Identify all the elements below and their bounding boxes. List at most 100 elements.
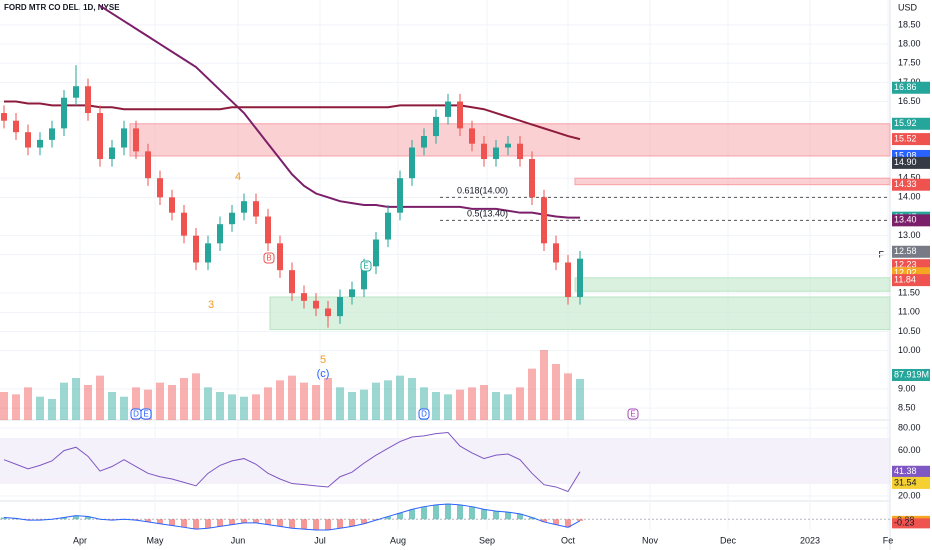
volume-bar	[120, 396, 128, 420]
macd-bar	[325, 519, 331, 530]
volume-bar	[96, 375, 104, 420]
macd-bar	[265, 519, 271, 525]
price-tag-label: 15.08	[894, 150, 917, 160]
macd-bar	[241, 519, 247, 523]
candle-body	[565, 262, 571, 297]
rsi-tag	[892, 465, 930, 478]
x-tick-label: Oct	[561, 535, 576, 545]
volume-bar	[444, 394, 452, 420]
macd-bar	[397, 512, 403, 520]
macd-bar	[553, 519, 559, 525]
candle-body	[289, 270, 295, 294]
volume-bar	[264, 387, 272, 420]
macd-bar	[541, 519, 547, 522]
volume-bar	[132, 387, 140, 420]
volume-bar	[480, 385, 488, 420]
y-tick-label: 14.00	[898, 192, 921, 202]
wave-label: 3	[208, 299, 214, 311]
macd-bar	[73, 515, 79, 520]
candle-body	[193, 235, 199, 263]
event-label: B	[266, 254, 271, 263]
y-tick-label: 9.00	[898, 383, 916, 393]
volume-bar	[336, 387, 344, 420]
macd-bar	[409, 509, 415, 520]
volume-bar	[324, 378, 332, 420]
y-tick-label: 17.50	[898, 58, 921, 68]
volume-bar	[552, 364, 560, 420]
macd-bar	[505, 512, 511, 520]
candle-body	[181, 212, 187, 236]
macd-bar	[457, 504, 463, 520]
price-tag	[892, 178, 930, 191]
candle-body	[49, 128, 55, 140]
macd-line	[3, 503, 581, 531]
y-tick-label: 16.50	[898, 96, 921, 106]
price-tag	[892, 81, 930, 94]
macd-bar	[433, 504, 439, 520]
candle-body	[85, 86, 91, 114]
macd-bar	[1, 517, 7, 520]
volume-bar	[408, 378, 416, 420]
zone	[574, 177, 891, 186]
volume-bar	[564, 373, 572, 420]
x-tick-label: 2023	[800, 535, 820, 545]
candle-body	[361, 266, 367, 290]
macd-bar	[145, 519, 151, 522]
macd-tag-label: -0.23	[894, 518, 915, 528]
price-tag-label: 14.33	[894, 179, 917, 189]
macd-bar	[313, 519, 319, 530]
price-tag-label: 15.52	[894, 133, 917, 143]
candle-body	[313, 300, 319, 309]
candle-body	[73, 86, 79, 98]
candle-body	[577, 258, 583, 297]
price-tag	[892, 214, 930, 227]
volume-bar	[156, 382, 164, 420]
candle-body	[157, 178, 163, 198]
volume-bar	[144, 389, 152, 420]
rsi-tag	[892, 476, 930, 489]
event-marker	[263, 252, 275, 264]
candle-body	[337, 296, 343, 317]
price-tag	[892, 117, 930, 130]
x-tick-label: Aug	[390, 535, 406, 545]
candle-body	[397, 178, 403, 213]
x-tick-label: Jul	[314, 535, 326, 545]
price-tag-label: 13.40	[894, 215, 917, 225]
volume-bar	[60, 382, 68, 420]
volume-bar	[252, 394, 260, 420]
candle-body	[1, 113, 7, 121]
candle-body	[265, 216, 271, 244]
volume-bar	[180, 378, 188, 420]
candle-body	[13, 120, 19, 133]
candle-body	[469, 128, 475, 144]
candle-body	[409, 147, 415, 179]
y-tick-label: 18.00	[898, 38, 921, 48]
candle-body	[349, 289, 355, 297]
x-tick-label: Nov	[642, 535, 659, 545]
volume-bar	[384, 380, 392, 420]
volume-bar	[192, 373, 200, 420]
volume-bar	[312, 385, 320, 420]
candle-body	[229, 212, 235, 225]
moving-average	[99, 4, 580, 219]
chart-title: FORD MTR CO DEL, 1D, NYSE	[4, 3, 120, 12]
volume-bar	[576, 378, 584, 420]
candle-body	[553, 243, 559, 263]
wave-label: 4	[235, 171, 241, 183]
volume-bar	[528, 368, 536, 420]
macd-bar	[385, 516, 391, 520]
volume-bar	[24, 387, 32, 420]
foreground-layer: 8.509.0010.0010.5011.0011.5012.5113.0014…	[1, 19, 930, 545]
macd-bar	[301, 519, 307, 530]
event-label: D	[133, 410, 139, 419]
candle-body	[529, 159, 535, 198]
macd-bar	[577, 519, 583, 521]
y-tick-label: 10.00	[898, 345, 921, 355]
candle-body	[37, 139, 43, 148]
y-tick-label: 14.50	[898, 173, 921, 183]
volume-bar	[168, 385, 176, 420]
volume-bar	[216, 392, 224, 420]
candle-body	[493, 147, 499, 160]
volume-bar	[456, 389, 464, 420]
